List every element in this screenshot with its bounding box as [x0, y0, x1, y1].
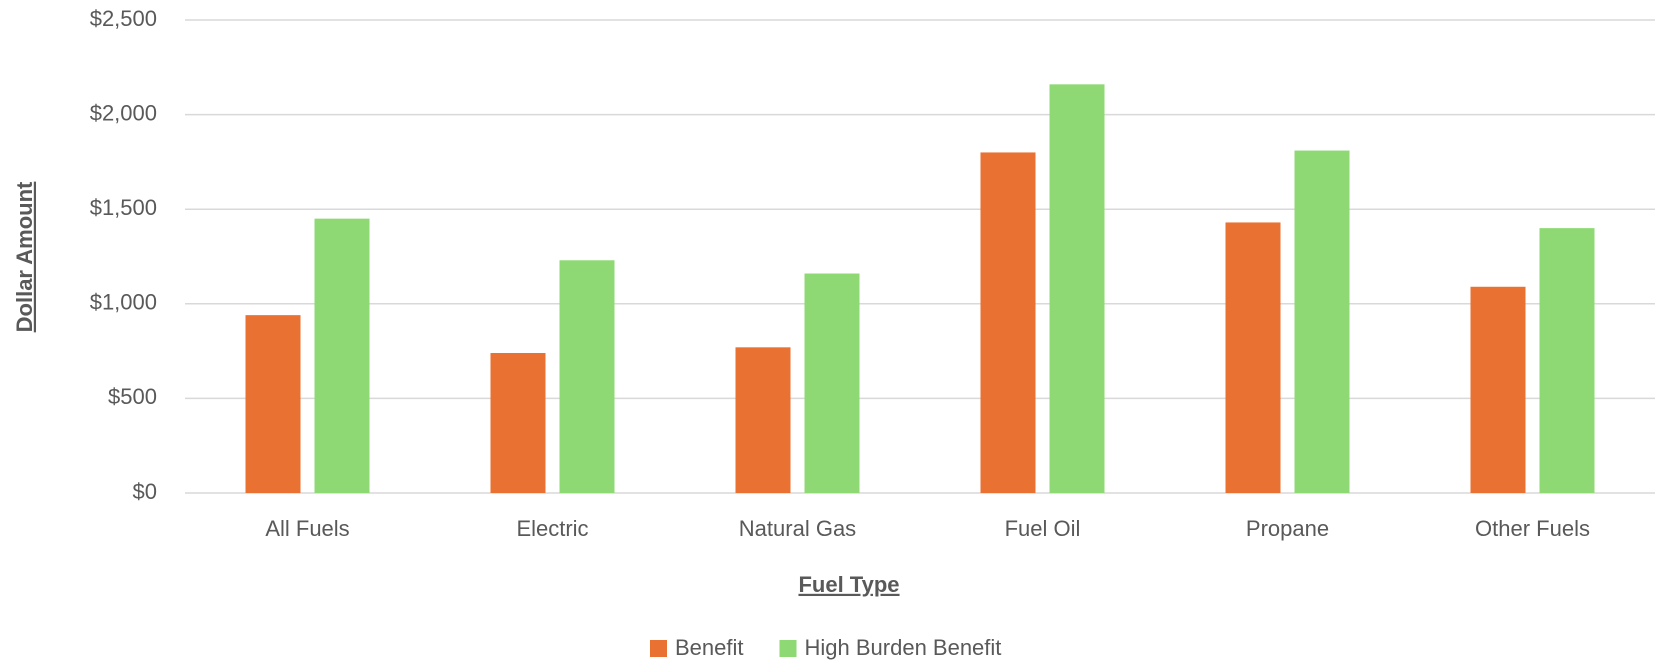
y-tick-label: $1,000 [90, 290, 157, 315]
legend-swatch [779, 640, 797, 657]
x-tick-label: Propane [1246, 516, 1329, 541]
x-tick-label: Fuel Oil [1005, 516, 1081, 541]
bar [245, 315, 301, 493]
bar [980, 152, 1036, 493]
legend-label: High Burden Benefit [805, 635, 1002, 660]
bar [1294, 150, 1350, 493]
x-tick-label: Natural Gas [739, 516, 856, 541]
x-tick-label: All Fuels [265, 516, 349, 541]
bar [735, 347, 791, 493]
bar [559, 260, 615, 493]
legend-swatch [650, 640, 667, 657]
bar [804, 273, 860, 493]
bar [1049, 84, 1105, 493]
y-tick-label: $0 [133, 479, 157, 504]
y-axis-title: Dollar Amount [12, 181, 37, 332]
y-tick-label: $2,500 [90, 6, 157, 31]
x-axis-title: Fuel Type [798, 572, 899, 597]
bar [1539, 228, 1595, 493]
bar [314, 218, 370, 493]
x-tick-label: Electric [516, 516, 588, 541]
bar [490, 352, 546, 493]
bar [1225, 222, 1281, 493]
y-tick-label: $500 [108, 384, 157, 409]
y-tick-label: $1,500 [90, 195, 157, 220]
x-tick-label: Other Fuels [1475, 516, 1590, 541]
bar [1470, 286, 1526, 493]
legend-label: Benefit [675, 635, 744, 660]
y-tick-label: $2,000 [90, 100, 157, 125]
